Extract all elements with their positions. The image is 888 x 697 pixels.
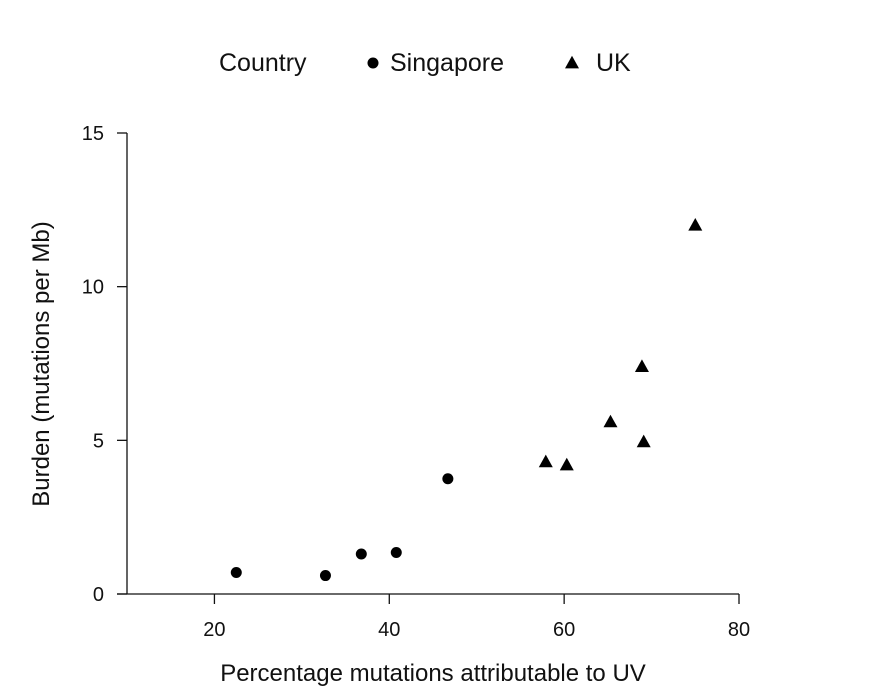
y-tick-label: 5 <box>93 430 104 452</box>
y-axis-title: Burden (mutations per Mb) <box>28 221 55 506</box>
series-uk <box>538 218 703 471</box>
y-tick-label: 0 <box>93 584 104 606</box>
x-tick-label: 40 <box>378 619 400 641</box>
circle-point <box>319 570 331 582</box>
series-singapore <box>230 473 454 582</box>
y-tick-label: 10 <box>82 277 104 299</box>
data-points <box>230 218 703 582</box>
legend-triangle-marker <box>565 55 579 69</box>
triangle-point <box>603 414 618 428</box>
legend-item-singapore: Singapore <box>367 49 504 77</box>
x-tick-label: 20 <box>203 619 225 641</box>
x-tick-label: 60 <box>553 619 575 641</box>
axes: 0 5 10 15 20 40 60 80 <box>82 123 750 641</box>
legend-title: Country <box>219 49 307 77</box>
triangle-point <box>538 454 553 468</box>
triangle-point <box>634 359 649 372</box>
x-tick-label: 80 <box>728 619 750 641</box>
x-axis-title: Percentage mutations attributable to UV <box>220 660 646 687</box>
legend-circle-marker <box>367 57 379 69</box>
y-tick-label: 15 <box>82 123 104 145</box>
triangle-point <box>559 457 574 471</box>
triangle-point <box>688 218 703 231</box>
legend-item-label: UK <box>596 49 631 77</box>
triangle-point <box>636 434 651 448</box>
circle-point <box>355 548 367 560</box>
legend-item-uk: UK <box>565 49 631 77</box>
legend: Country Singapore UK <box>219 49 631 77</box>
circle-point <box>390 547 402 559</box>
legend-item-label: Singapore <box>390 49 504 77</box>
circle-point <box>230 566 242 578</box>
circle-point <box>442 473 454 485</box>
